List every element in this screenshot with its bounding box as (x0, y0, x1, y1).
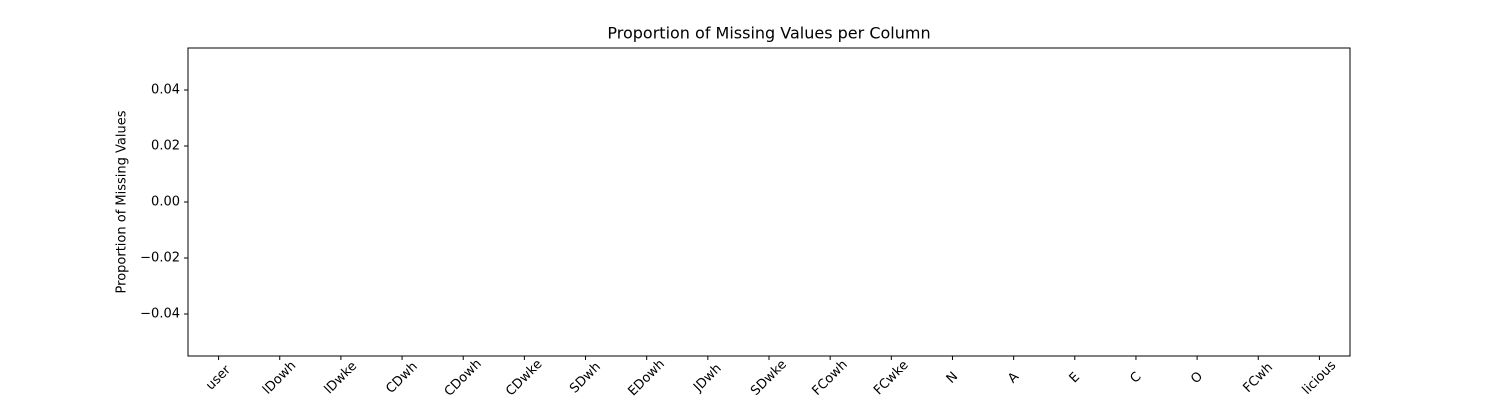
x-tick-label: FCowh (810, 357, 851, 398)
x-tick-label: user (203, 362, 234, 393)
y-tick-label: 0.02 (151, 139, 180, 154)
plot-frame (187, 47, 1351, 357)
y-tick-label: −0.02 (140, 251, 180, 266)
x-tick-label: C (1127, 369, 1144, 386)
chart-title: Proportion of Missing Values per Column (607, 24, 930, 43)
x-tick-label: A (1005, 369, 1022, 386)
x-tick-label: JDwh (690, 361, 724, 395)
y-tick-label: −0.04 (140, 307, 180, 322)
x-tick-label: EDowh (625, 357, 667, 399)
y-tick-label: 0.04 (151, 83, 180, 98)
x-tick-label: FCwke (871, 358, 911, 398)
x-tick-label: CDwh (383, 359, 420, 396)
y-tick-label: 0.00 (151, 195, 180, 210)
x-tick-label: CDwke (503, 357, 545, 399)
x-tick-label: SDwke (748, 357, 790, 399)
x-tick-label: lDwke (322, 359, 360, 397)
x-tick-label: CDowh (442, 356, 485, 399)
x-tick-label: licious (1300, 358, 1340, 398)
y-axis-label: Proportion of Missing Values (115, 110, 130, 293)
x-tick-label: N (944, 369, 961, 386)
x-tick-label: O (1188, 369, 1206, 387)
x-tick-label: lDowh (260, 358, 299, 397)
x-tick-label: SDwh (567, 360, 604, 397)
x-tick-label: E (1067, 370, 1083, 386)
x-tick-label: FCwh (1240, 360, 1276, 396)
